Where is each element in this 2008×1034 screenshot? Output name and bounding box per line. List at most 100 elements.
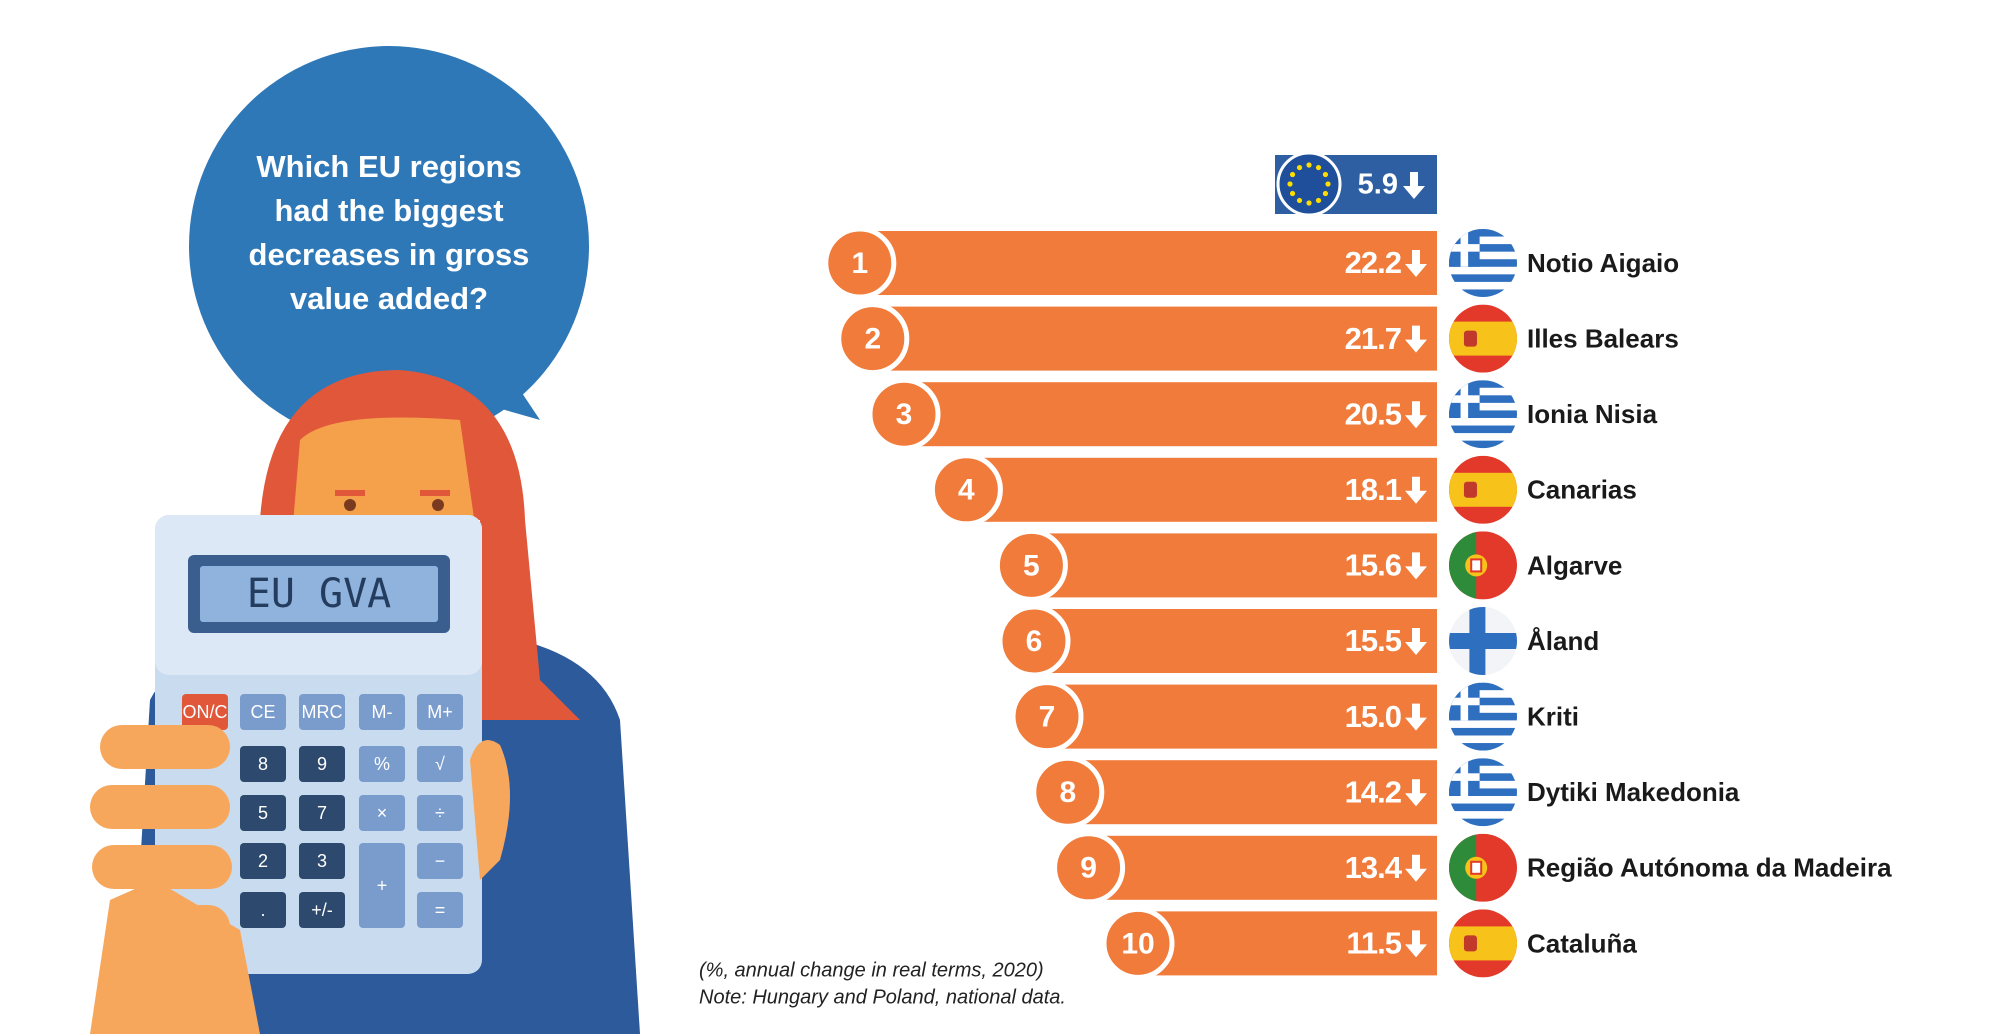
rank: 3	[896, 398, 913, 431]
bubble-tail	[470, 360, 540, 420]
calc-button	[299, 843, 345, 879]
value-label: 15.6	[1345, 548, 1402, 583]
down-arrow	[1405, 476, 1427, 504]
calc-button-label: 9	[317, 754, 327, 774]
calc-button	[299, 892, 345, 928]
calc-button-label: CE	[250, 702, 275, 722]
title: Which EU regions had the biggest decreas…	[248, 149, 530, 316]
flag	[1449, 682, 1517, 751]
flag-part	[1449, 697, 1517, 706]
star	[1289, 190, 1296, 197]
star	[1315, 197, 1322, 204]
calc-button-label: .	[260, 900, 265, 920]
flag-part	[1449, 773, 1517, 781]
flag-part	[1449, 926, 1517, 961]
calc-button	[240, 795, 286, 831]
flag-part	[1449, 788, 1517, 796]
eye	[432, 499, 444, 511]
region-name: Illes Balears	[1527, 323, 1679, 353]
calc-button-label: +	[377, 875, 388, 895]
calc-button	[359, 843, 405, 928]
value-label: 15.0	[1345, 699, 1401, 734]
flag-part	[1463, 481, 1477, 498]
calc-button	[299, 694, 345, 730]
calc-button	[359, 746, 405, 782]
flag-part	[1463, 935, 1477, 952]
flag-part	[1449, 440, 1517, 449]
bar	[859, 231, 1437, 295]
down-arrow	[1405, 854, 1427, 882]
region-name: Ionia Nisia	[1527, 399, 1658, 429]
rank-badge	[1031, 755, 1105, 829]
flag-part	[1460, 380, 1469, 418]
rank: 8	[1059, 776, 1076, 809]
calc-button-label: −	[435, 851, 446, 871]
flag	[1449, 531, 1517, 600]
star	[1322, 190, 1329, 197]
flag-part	[1470, 558, 1483, 573]
flag-part	[1449, 758, 1517, 766]
calc-button-label: ×	[377, 803, 388, 823]
value-label: 14.2	[1345, 774, 1401, 809]
rank: 1	[851, 247, 868, 280]
calc-button-label: 7	[317, 803, 327, 823]
flag-part	[1449, 472, 1517, 507]
rank-badge	[1101, 906, 1175, 980]
flag	[1449, 758, 1517, 827]
eye	[344, 499, 356, 511]
hand	[90, 725, 510, 1034]
region-name: Algarve	[1527, 550, 1622, 580]
down-arrow	[1405, 628, 1427, 655]
display	[200, 566, 438, 622]
rank: 6	[1026, 625, 1043, 658]
eyebrow	[420, 490, 450, 496]
calc-button	[240, 746, 286, 782]
calc-button	[359, 795, 405, 831]
buttons: ON/C CE MRC M- M+ 8 9% √ 5 7 × ÷ 2 3 + −. +/- =	[182, 694, 463, 928]
region-name: Canarias	[1527, 475, 1637, 505]
calc-button	[417, 746, 463, 782]
rank: 10	[1121, 927, 1154, 960]
region-name: Cataluña	[1527, 928, 1637, 958]
down-arrow	[1405, 325, 1427, 353]
calc-button-label: ON/C	[183, 702, 228, 722]
note: Note: Hungary and Poland, national data.	[699, 986, 1066, 1008]
star	[1306, 162, 1312, 168]
calc-button	[417, 694, 463, 730]
rank: 2	[864, 323, 881, 356]
down-arrow	[1403, 172, 1425, 199]
bar	[1031, 533, 1437, 598]
note: (%, annual change in real terms, 2020)	[699, 959, 1044, 981]
speech-bubble	[189, 46, 589, 446]
flag-part	[1463, 330, 1477, 347]
star	[1296, 164, 1303, 171]
value-label: 20.5	[1345, 396, 1402, 431]
star	[1296, 197, 1303, 204]
flag-part	[1460, 682, 1469, 721]
bar	[1034, 609, 1437, 673]
star	[1325, 181, 1331, 187]
down-arrow	[1405, 250, 1427, 277]
calc-button	[417, 892, 463, 928]
flag-part	[1449, 425, 1517, 434]
bar	[872, 306, 1437, 371]
calc-button-label: +/-	[311, 900, 333, 920]
flag	[1449, 909, 1517, 978]
calc-button-label: 3	[317, 851, 327, 871]
bar	[1088, 835, 1437, 900]
calc-button	[182, 694, 228, 730]
star	[1289, 171, 1296, 178]
down-arrow	[1405, 552, 1427, 580]
calc-button-label: =	[435, 900, 446, 920]
calc-button	[240, 843, 286, 879]
calc-button-label: MRC	[302, 702, 343, 722]
region-name: Notio Aigaio	[1527, 248, 1679, 278]
calc-button-label: M+	[427, 702, 453, 722]
flag-part	[1449, 380, 1517, 388]
flag-part	[1449, 803, 1517, 812]
calc-button	[240, 694, 286, 730]
flag-part	[1449, 727, 1517, 736]
flag	[1449, 455, 1517, 524]
eu-flag	[1276, 151, 1342, 217]
